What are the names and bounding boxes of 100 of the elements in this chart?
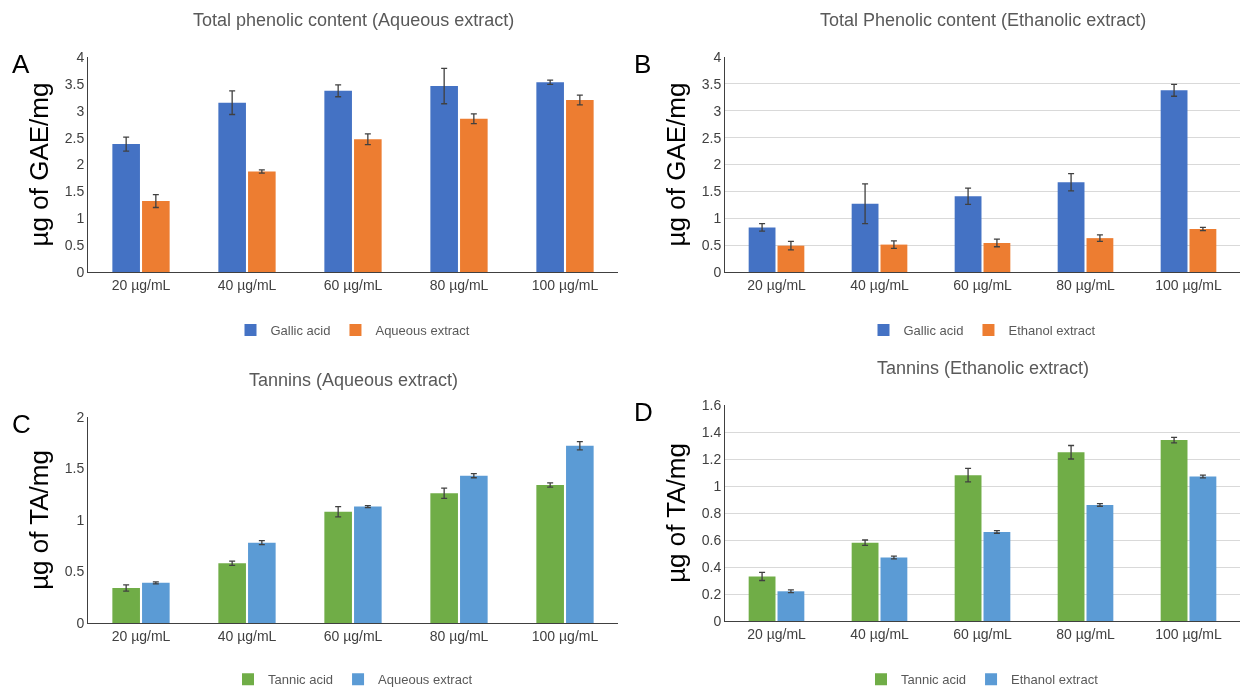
y-tick-label: 1 [76,210,85,227]
chart-title: Total phenolic content (Aqueous extract) [193,10,515,30]
legend-label: Ethanol extract [1008,323,1096,339]
y-tick-label: 0.6 [701,531,722,548]
x-tick-label: 40 µg/mL [850,276,910,293]
bar [748,227,776,272]
bar [354,139,382,272]
text: B [634,49,652,79]
y-tick-label: 1.5 [64,183,85,200]
y-tick-label: 3 [76,102,85,119]
chart-title: Tannins (Aqueous extract) [249,370,459,390]
y-tick-label: 3 [713,102,722,119]
bar [248,542,276,623]
bar [218,563,246,623]
legend-label: Tannic acid [901,672,967,688]
y-tick-label: 4 [713,48,722,65]
x-tick-label: 80 µg/mL [429,276,489,293]
x-tick-label: 80 µg/mL [1056,625,1116,642]
bar [880,244,908,272]
y-tick-label: 3.5 [701,75,722,92]
chart-title: Total Phenolic content (Ethanolic extract) [820,10,1147,30]
bar [1057,182,1085,272]
x-tick-label: 80 µg/mL [1056,276,1116,293]
text: A [12,49,30,79]
y-tick-label: 0 [76,614,85,631]
bar [566,445,594,623]
x-tick-label: 60 µg/mL [323,627,383,644]
x-tick-label: 100 µg/mL [531,276,599,293]
bar [248,171,276,272]
y-tick-label: 1 [76,511,85,528]
bar [851,203,879,272]
x-tick-label: 20 µg/mL [747,276,807,293]
y-tick-label: 0 [713,263,722,280]
x-tick-label: 40 µg/mL [217,627,277,644]
y-tick-label: 0 [713,612,722,629]
bar [1189,229,1217,272]
bar [880,557,908,621]
bar [112,144,140,272]
y-tick-label: 2.5 [64,129,85,146]
y-tick-label: 1.5 [701,183,722,200]
y-tick-label: 2.5 [701,129,722,146]
bar [954,475,982,621]
y-tick-label: 1.2 [701,450,722,467]
legend-label: Aqueous extract [378,672,473,688]
x-tick-label: 60 µg/mL [953,276,1013,293]
x-tick-label: 20 µg/mL [111,627,171,644]
bar [1160,440,1188,621]
bar [777,245,805,272]
y-axis-title: µg of GAE/mg [24,82,55,247]
bar [1160,90,1188,272]
legend-label: Gallic acid [903,323,964,339]
y-tick-label: 2 [713,156,722,173]
bar [1057,452,1085,621]
y-tick-label: 2 [76,408,85,425]
y-axis-title: µg of TA/mg [24,450,55,590]
x-tick-label: 60 µg/mL [323,276,383,293]
x-tick-label: 20 µg/mL [111,276,171,293]
text: D [634,397,653,427]
text: C [12,409,31,439]
y-tick-label: 0.5 [701,237,722,254]
x-tick-label: 100 µg/mL [1155,276,1222,293]
y-tick-label: 1.5 [64,460,85,477]
bar [324,90,352,272]
x-tick-label: 20 µg/mL [747,625,807,642]
bar [324,511,352,623]
y-tick-label: 1.4 [701,423,722,440]
bar [777,591,805,621]
y-tick-label: 0.8 [701,504,722,521]
bar [1086,504,1114,621]
bar [566,100,594,272]
x-tick-label: 60 µg/mL [953,625,1013,642]
y-tick-label: 0.2 [701,585,722,602]
x-tick-label: 80 µg/mL [429,627,489,644]
bar [460,118,488,272]
x-tick-label: 100 µg/mL [531,627,599,644]
legend-label: Aqueous extract [375,323,470,339]
x-tick-label: 40 µg/mL [850,625,910,642]
bar [748,576,776,621]
chart-title: Tannins (Ethanolic extract) [877,358,1090,378]
y-tick-label: 1 [713,477,722,494]
bar [983,242,1011,272]
y-axis-title: µg of GAE/mg [661,82,692,247]
y-axis-title: µg of TA/mg [661,443,692,583]
bar [460,475,488,623]
bar [983,531,1011,621]
legend-label: Gallic acid [270,323,331,339]
bar [112,587,140,623]
bar [430,86,458,272]
legend-label: Tannic acid [268,672,334,688]
bar [536,82,564,272]
bar [142,582,170,623]
y-tick-label: 1.6 [701,396,722,413]
bar [1086,238,1114,272]
bar [851,542,879,621]
y-tick-label: 1 [713,210,722,227]
y-tick-label: 3.5 [64,75,85,92]
bar [954,196,982,272]
bar [142,201,170,272]
y-tick-label: 0.4 [701,558,722,575]
bar [218,102,246,272]
